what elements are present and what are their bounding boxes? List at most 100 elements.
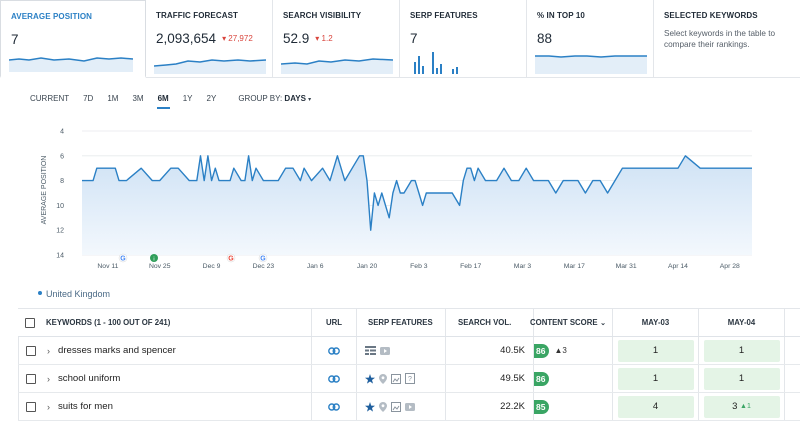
group-by-dropdown[interactable]: GROUP BY: DAYS ▾ — [238, 94, 311, 103]
x-tick-label: Jan 6 — [307, 263, 324, 270]
kpi-delta: ▾ 27,972 — [222, 34, 253, 43]
svg-text:i: i — [153, 256, 154, 262]
x-tick-label: Dec 9 — [203, 263, 221, 270]
header-may-04[interactable]: MAY-04 — [699, 309, 785, 336]
keywords-table: KEYWORDS (1 - 100 OUT OF 241) URL SERP F… — [18, 308, 800, 421]
rank-cell: 3 ▲1 — [703, 395, 780, 418]
x-tick-label: Mar 17 — [564, 263, 585, 270]
kpi-title: % IN TOP 10 — [537, 11, 585, 20]
kpi-selected-keywords: SELECTED KEYWORDS Select keywords in the… — [654, 0, 800, 78]
kpi-title: AVERAGE POSITION — [11, 12, 93, 21]
header-content-score[interactable]: CONTENT SCORE ⌄ — [530, 309, 613, 336]
google-icon: G — [258, 253, 268, 263]
content-score-badge: 85 — [534, 399, 550, 414]
group-by-value: DAYS — [284, 93, 306, 103]
rank-delta: ▲1 — [740, 403, 751, 410]
legend-label: United Kingdom — [46, 289, 111, 299]
kpi-sparkline — [9, 57, 133, 72]
legend-dot-icon — [38, 291, 42, 295]
header-search-volume[interactable]: SEARCH VOL. — [446, 309, 534, 336]
x-tick-label: Mar 31 — [616, 263, 637, 270]
rank-cell: 1 — [703, 367, 780, 390]
kpi-description: Select keywords in the table to compare … — [664, 29, 776, 49]
kpi-percent-top-10[interactable]: % IN TOP 10 88 — [527, 0, 654, 78]
range-7d[interactable]: 7D — [83, 93, 94, 103]
row-checkbox[interactable] — [26, 373, 36, 384]
row-checkbox[interactable] — [26, 401, 36, 412]
kpi-traffic-forecast[interactable]: TRAFFIC FORECAST 2,093,654 ▾ 27,972 — [146, 0, 273, 78]
y-tick-label: 10 — [56, 203, 64, 210]
x-tick-label: Apr 28 — [720, 263, 740, 270]
kpi-sparkline — [154, 59, 266, 74]
expand-chevron-icon[interactable]: › — [47, 401, 50, 412]
pin-icon — [379, 401, 387, 412]
header-keywords[interactable]: KEYWORDS (1 - 100 OUT OF 241) — [18, 309, 312, 336]
chevron-down-icon[interactable]: ⌄ — [600, 319, 606, 327]
search-volume: 22.2K — [446, 393, 534, 420]
kpi-bar: AVERAGE POSITION 7 TRAFFIC FORECAST 2,09… — [0, 0, 800, 78]
kpi-search-visibility[interactable]: SEARCH VISIBILITY 52.9 ▾ 1.2 — [273, 0, 400, 78]
x-tick-label: Apr 14 — [668, 263, 688, 270]
search-volume: 40.5K — [446, 337, 534, 364]
series-line — [82, 155, 752, 231]
x-tick-label: Feb 17 — [460, 263, 481, 270]
table-row[interactable]: › school uniform ? 49.5K 86 1 1 — [18, 365, 800, 393]
rank-cell: 1 — [703, 339, 780, 362]
range-6m[interactable]: 6M — [156, 93, 170, 109]
kpi-value: 7 — [11, 32, 19, 47]
range-current[interactable]: CURRENT — [30, 93, 70, 103]
kpi-serp-features[interactable]: SERP FEATURES 7 — [400, 0, 527, 78]
kpi-sparkline — [535, 55, 647, 74]
table-row[interactable]: › dresses marks and spencer 40.5K 86 ▲3 1 … — [18, 337, 800, 365]
range-1y[interactable]: 1Y — [182, 93, 193, 103]
star-icon — [365, 401, 375, 412]
svg-text:G: G — [120, 256, 126, 263]
table-row[interactable]: › suits for men 22.2K 85 4 3 ▲1 — [18, 393, 800, 421]
y-tick-label: 8 — [60, 178, 64, 185]
google-icon: G — [118, 253, 128, 263]
rank-cell: 1 — [617, 367, 694, 390]
chevron-down-icon: ▾ — [308, 96, 312, 103]
expand-chevron-icon[interactable]: › — [47, 345, 50, 356]
rank-cell: 4 — [617, 395, 694, 418]
select-all-checkbox[interactable] — [25, 317, 35, 328]
header-serp-features[interactable]: SERP FEATURES — [357, 309, 446, 336]
kpi-value: 7 — [410, 31, 418, 46]
y-tick-label: 12 — [56, 228, 64, 235]
image-icon — [391, 373, 401, 384]
chart-legend: United Kingdom — [38, 289, 110, 299]
kpi-sparkline — [414, 52, 458, 74]
chart-ylabel: AVERAGE POSITION — [41, 156, 48, 225]
table-icon — [365, 346, 376, 355]
content-score-badge: 86 — [534, 371, 550, 386]
series-area — [82, 155, 752, 255]
search-volume: 49.5K — [446, 365, 534, 392]
expand-chevron-icon[interactable]: › — [47, 373, 50, 384]
range-1m[interactable]: 1M — [107, 93, 119, 103]
google-update-icon: i — [150, 254, 158, 262]
kpi-value: 88 — [537, 31, 553, 46]
row-checkbox[interactable] — [26, 345, 36, 356]
header-may-03[interactable]: MAY-03 — [613, 309, 699, 336]
pin-icon — [379, 373, 387, 384]
rank-cell: 1 — [617, 339, 694, 362]
link-icon[interactable] — [328, 402, 340, 411]
kpi-title: SERP FEATURES — [410, 11, 478, 20]
keyword-text[interactable]: suits for men — [58, 401, 113, 412]
kpi-title: SEARCH VISIBILITY — [283, 11, 362, 20]
x-tick-label: Mar 3 — [514, 263, 532, 270]
link-icon[interactable] — [328, 374, 340, 383]
link-icon[interactable] — [328, 346, 340, 355]
x-tick-label: Nov 11 — [97, 263, 118, 270]
range-2y[interactable]: 2Y — [206, 93, 217, 103]
kpi-average-position[interactable]: AVERAGE POSITION 7 — [0, 0, 146, 78]
review-icon: ? — [405, 373, 415, 384]
score-delta: ▲3 — [554, 346, 567, 355]
keyword-text[interactable]: dresses marks and spencer — [58, 345, 176, 356]
header-url[interactable]: URL — [312, 309, 357, 336]
group-by-label: GROUP BY: — [238, 93, 283, 103]
range-3m[interactable]: 3M — [132, 93, 144, 103]
keyword-text[interactable]: school uniform — [58, 373, 121, 384]
kpi-title: TRAFFIC FORECAST — [156, 11, 239, 20]
star-icon — [365, 373, 375, 384]
